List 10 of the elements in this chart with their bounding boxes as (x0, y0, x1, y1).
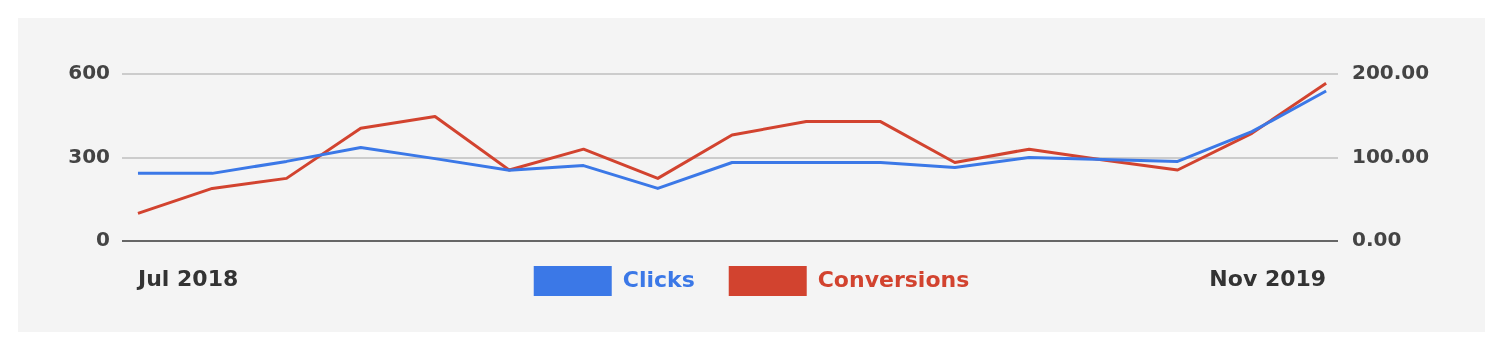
y2-tick-label: 0.00 (1352, 227, 1402, 252)
y-tick-label: 0 (96, 227, 110, 252)
y-tick-label: 600 (68, 60, 110, 85)
text: Jul 2018 (135, 265, 239, 291)
legend-label: Clicks (622, 266, 695, 292)
text: Nov 2019 (1209, 265, 1327, 291)
y2-tick-label: 100.00 (1352, 143, 1430, 168)
y-tick-label: 300 (68, 143, 110, 168)
legend-label: Conversions (817, 266, 970, 292)
y2-tick-label: 200.00 (1352, 60, 1430, 85)
